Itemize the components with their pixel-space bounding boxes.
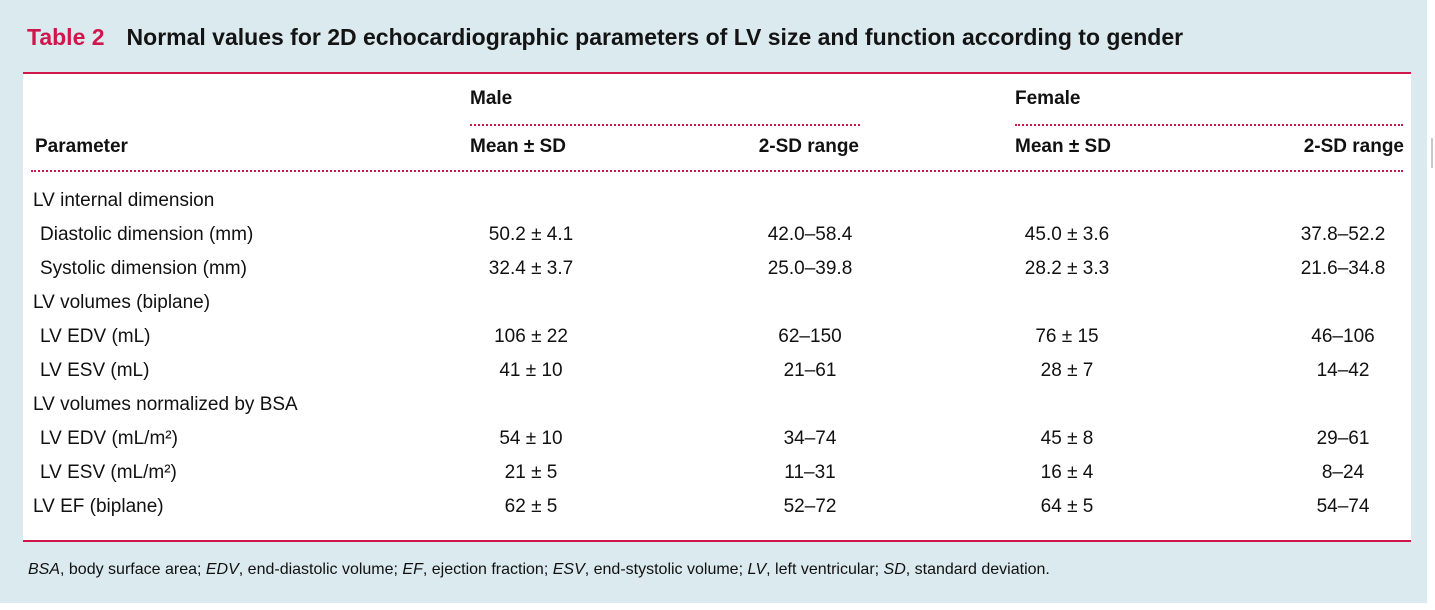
footnote-definition: , end-diastolic volume; bbox=[238, 561, 403, 578]
table-footnote: BSA, body surface area; EDV, end-diastol… bbox=[28, 561, 1050, 579]
footnote-abbreviation: ESV bbox=[552, 561, 585, 578]
table-title: Table 2 Normal values for 2D echocardiogr… bbox=[27, 24, 1183, 51]
col-header-male-range: 2-SD range bbox=[758, 136, 859, 157]
cell-female-mean: 45 ± 8 bbox=[1040, 428, 1094, 449]
cell-parameter: LV EDV (mL) bbox=[40, 326, 151, 347]
cell-male-range: 21–61 bbox=[783, 360, 837, 381]
female-group-divider bbox=[1015, 124, 1403, 126]
cell-male-range: 52–72 bbox=[783, 496, 837, 517]
cell-parameter: LV ESV (mL) bbox=[40, 360, 150, 381]
cell-parameter: LV EF (biplane) bbox=[33, 496, 164, 517]
footnote-definition: , ejection fraction; bbox=[422, 561, 553, 578]
data-table: Male Female Parameter Mean ± SD 2-SD ran… bbox=[23, 72, 1411, 542]
cell-female-mean: 16 ± 4 bbox=[1040, 462, 1094, 483]
scrollbar-thumb[interactable] bbox=[1431, 138, 1433, 168]
group-header-male: Male bbox=[470, 88, 513, 109]
cell-male-range: 25.0–39.8 bbox=[767, 258, 853, 279]
col-header-female-mean: Mean ± SD bbox=[1015, 136, 1111, 157]
cell-male-mean: 62 ± 5 bbox=[504, 496, 558, 517]
cell-male-range: 62–150 bbox=[778, 326, 842, 347]
table-label: Table 2 bbox=[27, 24, 105, 50]
header-divider bbox=[31, 170, 1403, 172]
footnote-definition: , standard deviation. bbox=[905, 561, 1050, 578]
cell-parameter: LV volumes (biplane) bbox=[33, 292, 211, 313]
cell-female-mean: 76 ± 15 bbox=[1035, 326, 1099, 347]
col-header-parameter: Parameter bbox=[35, 136, 128, 157]
cell-parameter: LV internal dimension bbox=[33, 190, 215, 211]
cell-parameter: LV volumes normalized by BSA bbox=[33, 394, 298, 415]
cell-female-range: 21.6–34.8 bbox=[1300, 258, 1386, 279]
cell-male-mean: 32.4 ± 3.7 bbox=[488, 258, 574, 279]
cell-male-range: 42.0–58.4 bbox=[767, 224, 853, 245]
cell-female-range: 54–74 bbox=[1316, 496, 1370, 517]
table-caption: Normal values for 2D echocardiographic p… bbox=[126, 24, 1184, 50]
col-header-female-range: 2-SD range bbox=[1303, 136, 1404, 157]
cell-female-mean: 45.0 ± 3.6 bbox=[1024, 224, 1110, 245]
cell-female-mean: 28 ± 7 bbox=[1040, 360, 1094, 381]
male-group-divider bbox=[470, 124, 860, 126]
cell-male-mean: 21 ± 5 bbox=[504, 462, 558, 483]
footnote-abbreviation: BSA bbox=[28, 561, 61, 578]
cell-parameter: LV EDV (mL/m²) bbox=[40, 428, 178, 449]
cell-parameter: Diastolic dimension (mm) bbox=[40, 224, 254, 245]
footnote-abbreviation: SD bbox=[883, 561, 906, 578]
footnote-definition: , body surface area; bbox=[60, 561, 206, 578]
footnote-abbreviation: EDV bbox=[205, 561, 239, 578]
cell-male-mean: 54 ± 10 bbox=[499, 428, 563, 449]
cell-female-mean: 28.2 ± 3.3 bbox=[1024, 258, 1110, 279]
cell-female-mean: 64 ± 5 bbox=[1040, 496, 1094, 517]
cell-parameter: LV ESV (mL/m²) bbox=[40, 462, 177, 483]
col-header-male-mean: Mean ± SD bbox=[470, 136, 566, 157]
footnote-abbreviation: LV bbox=[747, 561, 767, 578]
cell-parameter: Systolic dimension (mm) bbox=[40, 258, 247, 279]
group-header-female: Female bbox=[1015, 88, 1081, 109]
cell-female-range: 8–24 bbox=[1321, 462, 1365, 483]
cell-male-mean: 50.2 ± 4.1 bbox=[488, 224, 574, 245]
cell-female-range: 37.8–52.2 bbox=[1300, 224, 1386, 245]
cell-male-range: 34–74 bbox=[783, 428, 837, 449]
cell-female-range: 14–42 bbox=[1316, 360, 1370, 381]
footnote-abbreviation: EF bbox=[402, 561, 423, 578]
cell-female-range: 29–61 bbox=[1316, 428, 1370, 449]
footnote-definition: , end-stystolic volume; bbox=[584, 561, 748, 578]
cell-male-range: 11–31 bbox=[784, 462, 836, 483]
cell-male-mean: 106 ± 22 bbox=[494, 326, 568, 347]
cell-male-mean: 41 ± 10 bbox=[499, 360, 563, 381]
footnote-definition: , left ventricular; bbox=[766, 561, 884, 578]
cell-female-range: 46–106 bbox=[1311, 326, 1375, 347]
